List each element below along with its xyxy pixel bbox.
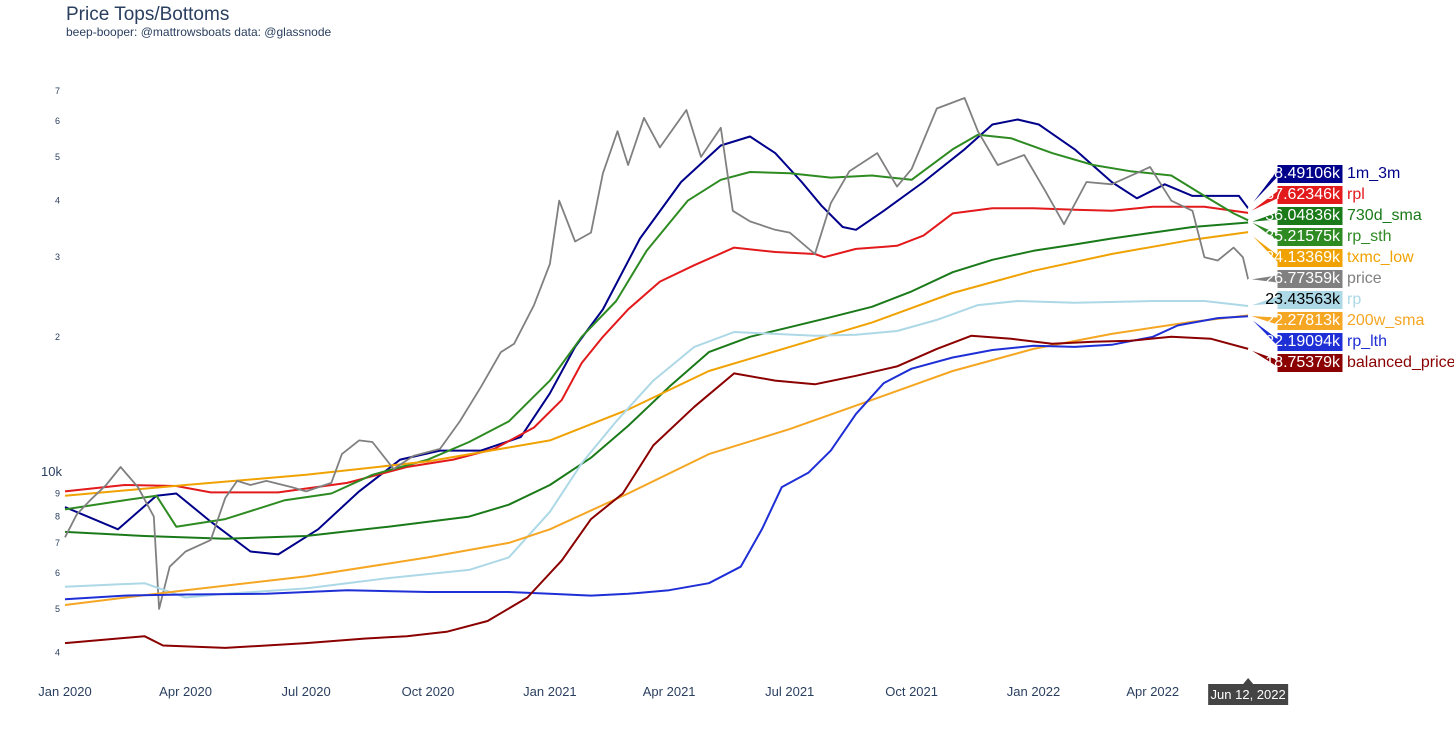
hover-label-name: balanced_price [1347,354,1454,371]
hover-label-balanced_price: 18.75379k balanced_price [1247,348,1454,373]
hover-label-box [1247,164,1344,209]
hover-label-name: 200w_sma [1347,312,1424,329]
series-line-rp[interactable] [64,300,1249,599]
x-tick-label: Jan 2022 [1007,684,1061,699]
series-line-price[interactable] [64,97,1250,610]
hover-label-name: rpl [1347,186,1365,203]
hover-label-value: 26.77359k [1265,270,1341,287]
x-tick-label: Jan 2020 [38,684,92,699]
hover-label-name: rp_sth [1347,228,1391,245]
hover-label-value: 22.19094k [1265,333,1341,350]
series-line-rp_sth[interactable] [64,133,1249,528]
x-tick-label: Jan 2021 [523,684,577,699]
series-line-txmc_low[interactable] [64,231,1249,497]
hover-label-rpl: 37.62346k rpl [1247,185,1365,214]
y-tick-label: 8 [55,512,60,522]
series-lines[interactable] [64,97,1250,649]
hover-label-box [1248,269,1344,289]
y-tick-label: 5 [55,152,60,162]
hover-label-name: price [1347,270,1382,287]
hover-label-200w_sma: 22.27813k 200w_sma [1247,311,1424,331]
y-tick-label: 4 [55,196,60,206]
x-tick-label: Jul 2020 [282,684,331,699]
hover-date-box [1208,678,1289,705]
y-tick-label: 4 [55,648,60,658]
hover-label-1m_3m: 38.49106k 1m_3m [1247,164,1400,209]
hover-label-name: rp [1347,291,1361,308]
hover-label-name: 730d_sma [1347,207,1422,224]
hover-label-value: 23.43563k [1265,291,1341,308]
series-line-1m_3m[interactable] [64,118,1249,556]
hover-label-value: 18.75379k [1265,354,1341,371]
y-tick-label: 6 [55,116,60,126]
hover-label-name: 1m_3m [1347,165,1400,182]
y-tick-label: 5 [55,604,60,614]
hover-label-box [1247,231,1344,268]
hover-label-value: 22.27813k [1265,312,1341,329]
hover-label-txmc_low: 34.13369k txmc_low [1247,231,1414,268]
hover-label-name: rp_lth [1347,333,1387,350]
hover-labels: 38.49106k 1m_3m 37.62346k rpl 36.04836k 730d_… [1247,164,1454,373]
y-tick-label: 3 [55,252,60,262]
chart-title: Price Tops/Bottoms [66,4,230,25]
hover-label-name: txmc_low [1347,249,1414,266]
hover-date-badge: Jun 12, 2022 [1208,678,1289,705]
hover-label-box [1247,185,1344,214]
y-tick-label: 7 [55,86,60,96]
x-tick-label: Apr 2020 [159,684,212,699]
x-axis: Jan 2020 Apr 2020 Jul 2020 Oct 2020 Jan 2021… [38,684,1179,699]
hover-label-rp_sth: 35.21575k rp_sth [1247,219,1391,247]
hover-label-value: 37.62346k [1265,186,1341,203]
hover-label-730d_sma: 36.04836k 730d_sma [1247,206,1422,226]
x-tick-label: Apr 2021 [643,684,696,699]
hover-label-box [1247,348,1344,373]
series-line-rpl[interactable] [64,205,1249,494]
series-line-balanced_price[interactable] [64,334,1249,649]
series-line-730d_sma[interactable] [64,221,1249,540]
y-tick-label: 9 [55,489,60,499]
hover-label-box [1247,315,1344,352]
y-tick-label: 6 [55,568,60,578]
hover-label-rp_lth: 22.19094k rp_lth [1247,315,1387,352]
y-tick-label: 10k [41,464,62,479]
hover-label-box [1247,311,1344,331]
x-tick-label: Oct 2020 [402,684,455,699]
chart-subtitle: beep-booper: @mattrowsboats data: @glass… [66,25,332,39]
hover-label-value: 34.13369k [1265,249,1341,266]
x-tick-label: Oct 2021 [885,684,938,699]
hover-label-value: 35.21575k [1265,228,1341,245]
x-tick-label: Apr 2022 [1126,684,1179,699]
x-tick-label: Jul 2021 [765,684,814,699]
hover-label-price: 26.77359k price [1248,269,1382,289]
hover-date-text: Jun 12, 2022 [1211,687,1286,702]
y-tick-label: 7 [55,538,60,548]
hover-label-value: 36.04836k [1265,207,1341,224]
hover-label-value: 38.49106k [1265,165,1341,182]
hover-label-box [1247,206,1344,226]
hover-label-box [1247,290,1344,310]
hover-label-box [1247,219,1344,247]
series-line-rp_lth[interactable] [64,315,1249,601]
y-tick-label: 2 [55,332,60,342]
series-line-200w_sma[interactable] [64,314,1249,606]
y-axis: 4 5 6 7 8 9 10k 2 3 4 5 6 7 [41,86,62,658]
hover-label-rp: 23.43563k rp [1247,290,1361,310]
